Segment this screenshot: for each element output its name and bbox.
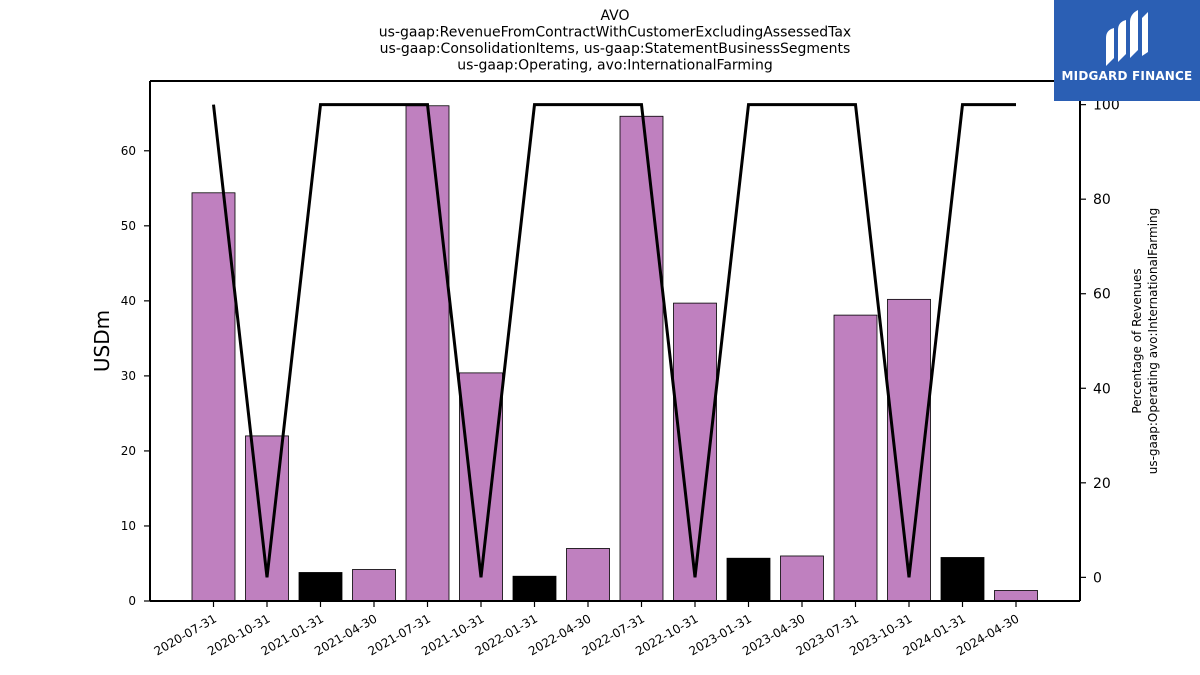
title-line-1: AVO [600,8,629,24]
bar-2021-04-30 [352,569,396,602]
bar-2021-01-31 [298,572,343,602]
right-y-axis-label: Percentage of Revenues us-gaap:Operating … [1130,208,1160,475]
y-tick-label: 50 [121,219,136,233]
y2-label-line-2: us-gaap:Operating avo:InternationalFarmi… [1146,208,1160,475]
midgard-logo-icon [1106,10,1148,66]
y2-tick-label: 100 [1093,98,1120,114]
y-tick-label: 60 [121,144,136,158]
title-line-4: us-gaap:Operating, avo:InternationalFarm… [457,58,772,74]
y2-tick-label: 0 [1093,570,1102,586]
y-tick-label: 0 [128,594,136,608]
x-axis-ticks: 2020-07-312020-10-312021-01-312021-04-30… [152,601,1022,658]
title-line-3: us-gaap:ConsolidationItems, us-gaap:Stat… [380,41,851,57]
bar-series [191,105,1038,602]
bar-2021-10-31 [459,372,503,602]
logo-text: MIDGARD FINANCE [1061,69,1193,83]
bar-2023-01-31 [726,557,771,602]
y-axis-label: USDm [90,310,114,372]
y-tick-label: 30 [121,369,136,383]
y2-tick-label: 20 [1093,476,1111,492]
right-y-axis-ticks: 0 20 40 60 80 100 [1080,98,1120,586]
title-line-2: us-gaap:RevenueFromContractWithCustomerE… [379,25,851,41]
y2-tick-label: 60 [1093,287,1111,303]
bar-2024-04-30 [994,590,1038,602]
y2-tick-label: 40 [1093,381,1111,397]
midgard-finance-logo: MIDGARD FINANCE [1054,0,1200,101]
y2-label-line-1: Percentage of Revenues [1130,268,1144,413]
left-y-axis-ticks: 0 10 20 30 40 50 60 [121,144,150,608]
axes [149,80,1081,602]
percentage-line [212,103,1016,578]
bar-2022-04-30 [566,548,610,602]
y-tick-label: 20 [121,444,136,458]
percentage-line-series [212,103,1016,578]
bar-2024-01-31 [940,557,985,602]
bar-2023-04-30 [780,555,824,602]
y-tick-label: 10 [121,519,136,533]
y2-tick-label: 80 [1093,192,1111,208]
chart-title: AVOus-gaap:RevenueFromContractWithCustom… [379,8,851,74]
y-tick-label: 40 [121,294,136,308]
bar-2023-07-31 [833,314,878,602]
bar-2022-07-31 [619,115,664,602]
bar-2022-01-31 [512,575,557,602]
bar-2020-07-31 [191,192,236,602]
bar-2021-07-31 [405,105,450,602]
